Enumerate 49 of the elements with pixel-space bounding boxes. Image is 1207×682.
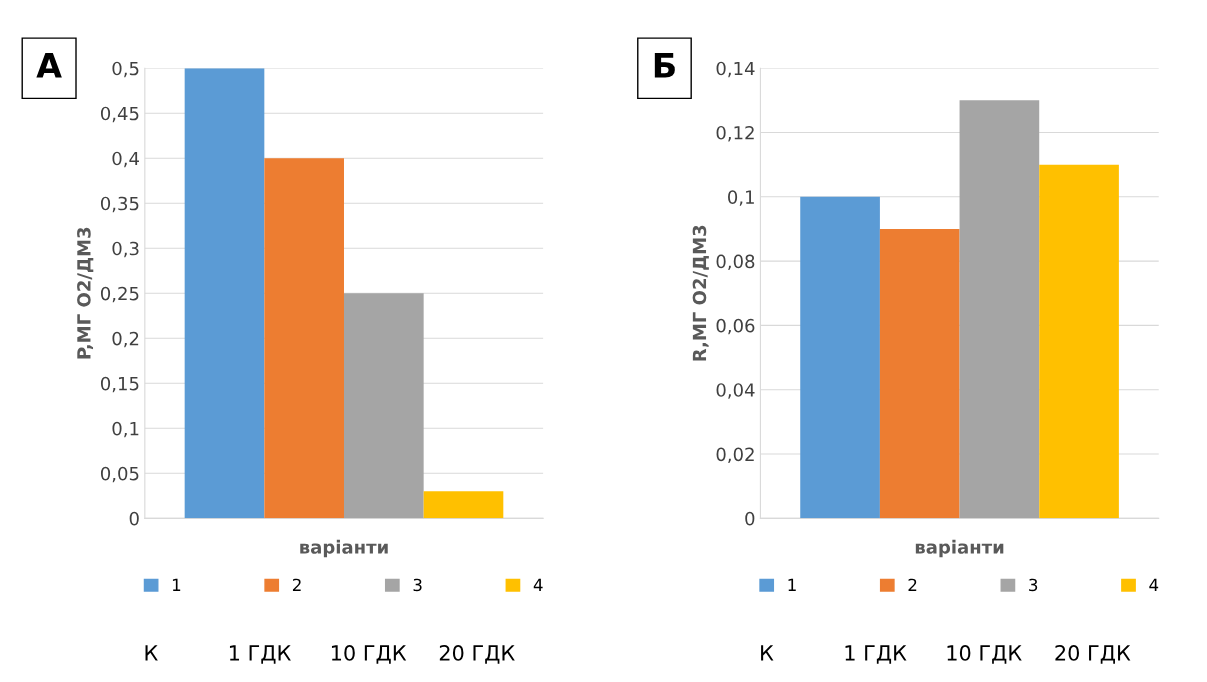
y-tick-label: 0,02	[716, 447, 754, 463]
y-tick-label: 0,3	[112, 241, 139, 258]
y-tick-label: 0	[129, 511, 139, 526]
legend-label: 1	[788, 578, 796, 591]
bar	[879, 228, 960, 519]
bar	[344, 293, 424, 519]
y-tick-label: 0,05	[100, 466, 139, 483]
text: К	[761, 645, 774, 661]
y-tick-label: 0,35	[100, 196, 139, 213]
legend-label: 2	[292, 578, 301, 591]
y-tick-label: 0,2	[112, 331, 139, 348]
y-tick-label: 0,04	[716, 383, 755, 399]
text: 1 ГДК	[845, 645, 907, 664]
legend-label: 4	[533, 578, 543, 591]
y-tick-label: 0,25	[100, 286, 139, 303]
bar	[1039, 164, 1119, 519]
y-axis-title: R,МГ О2/ДМ3	[692, 225, 709, 361]
y-tick-label: 0,15	[100, 376, 139, 393]
text: 10 ГДК	[331, 645, 407, 664]
y-tick-label: 0,1	[728, 190, 754, 206]
legend-label: 1	[172, 578, 181, 591]
text: Б	[654, 53, 675, 78]
y-tick-label: 0,06	[716, 318, 755, 335]
y-tick-label: 0,12	[716, 125, 754, 142]
text: А	[36, 53, 62, 78]
y-tick-label: 0,5	[112, 61, 139, 78]
y-tick-label: 0,4	[112, 151, 139, 168]
bar	[959, 100, 1040, 519]
y-tick-label: 0	[745, 511, 755, 526]
y-tick-label: 0,45	[100, 106, 139, 123]
bar	[264, 158, 344, 519]
legend-label: 4	[1149, 578, 1159, 591]
y-tick-label: 0,14	[716, 61, 755, 78]
text: 1 ГДК	[229, 645, 291, 664]
x-axis-title: варіанти	[915, 539, 1004, 558]
text: 20 ГДК	[1055, 645, 1131, 664]
legend-label: 2	[908, 578, 917, 591]
text: 20 ГДК	[439, 645, 515, 664]
bar	[184, 68, 265, 519]
y-tick-label: 0,08	[716, 254, 755, 271]
x-axis-title: варіанти	[300, 539, 388, 558]
text: К	[145, 645, 158, 661]
legend-label: 3	[1029, 578, 1038, 592]
bar	[800, 196, 880, 519]
y-axis-title: P,МГ О2/ДМ3	[77, 227, 94, 359]
y-tick-label: 0,1	[112, 421, 139, 438]
legend-label: 3	[413, 578, 422, 592]
bar	[423, 491, 504, 519]
text: 10 ГДК	[947, 645, 1022, 664]
